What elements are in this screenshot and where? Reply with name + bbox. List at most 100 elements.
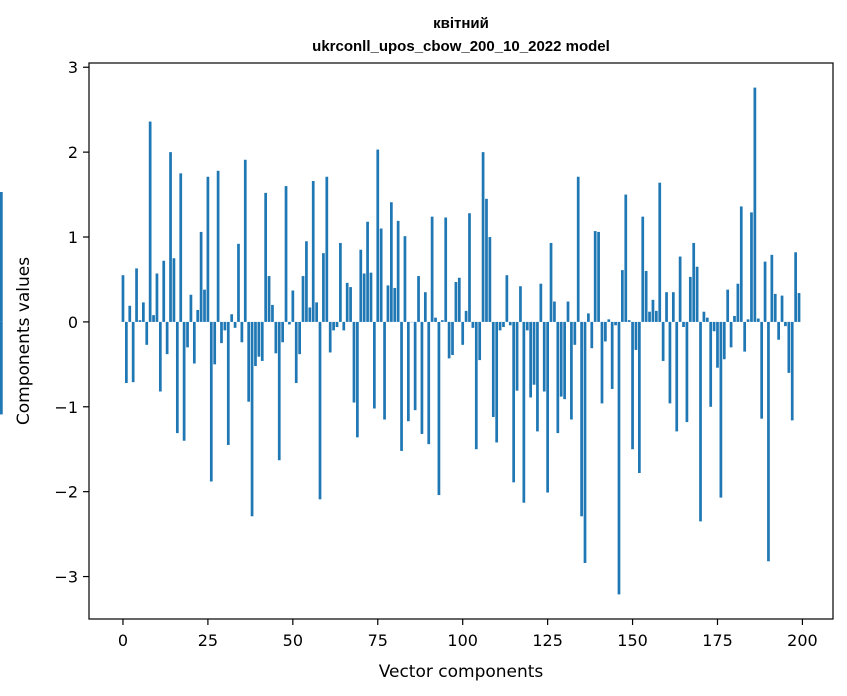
bar bbox=[131, 321, 135, 383]
bar bbox=[403, 236, 407, 322]
bar bbox=[668, 321, 672, 404]
bar bbox=[189, 294, 193, 322]
bar bbox=[777, 321, 780, 340]
bar bbox=[277, 321, 281, 461]
bar bbox=[142, 302, 145, 322]
bar bbox=[206, 176, 210, 322]
bar bbox=[671, 292, 675, 322]
bar bbox=[638, 321, 641, 473]
bar bbox=[631, 321, 634, 450]
bar bbox=[491, 321, 495, 417]
bar bbox=[182, 321, 186, 441]
bar bbox=[546, 321, 549, 493]
bar bbox=[576, 176, 580, 322]
bar bbox=[179, 173, 183, 322]
bar bbox=[695, 266, 699, 322]
bar bbox=[471, 321, 475, 328]
bar bbox=[223, 321, 227, 331]
bar bbox=[0, 192, 3, 322]
bar bbox=[271, 304, 274, 322]
y-tick-label: −2 bbox=[54, 483, 78, 502]
bar bbox=[213, 321, 217, 365]
bar bbox=[743, 321, 747, 352]
bar bbox=[763, 261, 767, 322]
bar bbox=[536, 321, 539, 432]
bar bbox=[172, 258, 176, 322]
bar bbox=[243, 159, 247, 322]
bar bbox=[237, 243, 240, 322]
bar bbox=[311, 180, 315, 322]
bar bbox=[335, 321, 339, 327]
bar bbox=[390, 202, 393, 322]
bar bbox=[128, 305, 132, 322]
bar bbox=[162, 260, 166, 322]
bar bbox=[362, 273, 366, 322]
y-tick-label: 3 bbox=[68, 58, 78, 77]
bar bbox=[203, 289, 206, 322]
bar bbox=[508, 321, 512, 326]
bar bbox=[505, 275, 509, 322]
bar bbox=[165, 321, 169, 355]
bar bbox=[359, 249, 363, 322]
x-tick-label: 125 bbox=[532, 631, 563, 650]
bar bbox=[566, 301, 570, 322]
bar bbox=[729, 321, 733, 348]
bar bbox=[451, 321, 454, 356]
bar bbox=[369, 272, 373, 322]
bar bbox=[522, 321, 526, 503]
bar bbox=[434, 317, 437, 322]
bar bbox=[379, 228, 383, 322]
bar bbox=[437, 321, 441, 496]
bar bbox=[553, 301, 556, 322]
y-tick-label: 1 bbox=[68, 228, 78, 247]
bar bbox=[230, 314, 234, 322]
bar bbox=[502, 321, 505, 327]
bar bbox=[257, 321, 261, 357]
bar bbox=[597, 231, 600, 322]
bar bbox=[515, 321, 519, 391]
bar bbox=[220, 321, 223, 344]
bar bbox=[474, 321, 478, 450]
bar bbox=[247, 321, 251, 402]
bar bbox=[447, 321, 451, 359]
bar bbox=[393, 287, 397, 322]
bar bbox=[454, 282, 458, 322]
bar bbox=[298, 321, 301, 355]
x-axis-ticks: 0 25 50 75 100 125 150 175 200 bbox=[118, 619, 818, 650]
bar bbox=[529, 321, 532, 398]
bar bbox=[495, 321, 499, 443]
bar bbox=[488, 237, 492, 322]
bar bbox=[0, 321, 3, 415]
bar bbox=[746, 319, 750, 322]
bar bbox=[634, 321, 638, 350]
bar bbox=[186, 321, 189, 348]
bar bbox=[702, 311, 706, 322]
bar bbox=[532, 321, 536, 385]
x-axis-label: Vector components bbox=[379, 662, 544, 682]
bar bbox=[400, 321, 403, 451]
bar bbox=[291, 290, 295, 322]
x-tick-label: 50 bbox=[283, 631, 303, 650]
bar bbox=[145, 321, 149, 345]
bar bbox=[583, 321, 587, 563]
bar bbox=[600, 321, 604, 404]
bar bbox=[332, 321, 335, 331]
bar bbox=[644, 270, 648, 322]
bar bbox=[661, 321, 665, 361]
bar bbox=[716, 321, 719, 368]
bar bbox=[356, 321, 359, 438]
bar bbox=[678, 256, 682, 322]
bar bbox=[675, 321, 679, 432]
bar bbox=[233, 321, 237, 328]
bar bbox=[352, 321, 356, 403]
bar bbox=[627, 320, 631, 322]
bar bbox=[617, 321, 621, 595]
bar bbox=[590, 321, 594, 349]
bar bbox=[559, 321, 563, 397]
bar bbox=[322, 253, 325, 322]
bar bbox=[692, 242, 696, 322]
bar bbox=[192, 321, 196, 364]
y-axis-label: Components values bbox=[14, 257, 34, 425]
bar bbox=[396, 220, 400, 322]
